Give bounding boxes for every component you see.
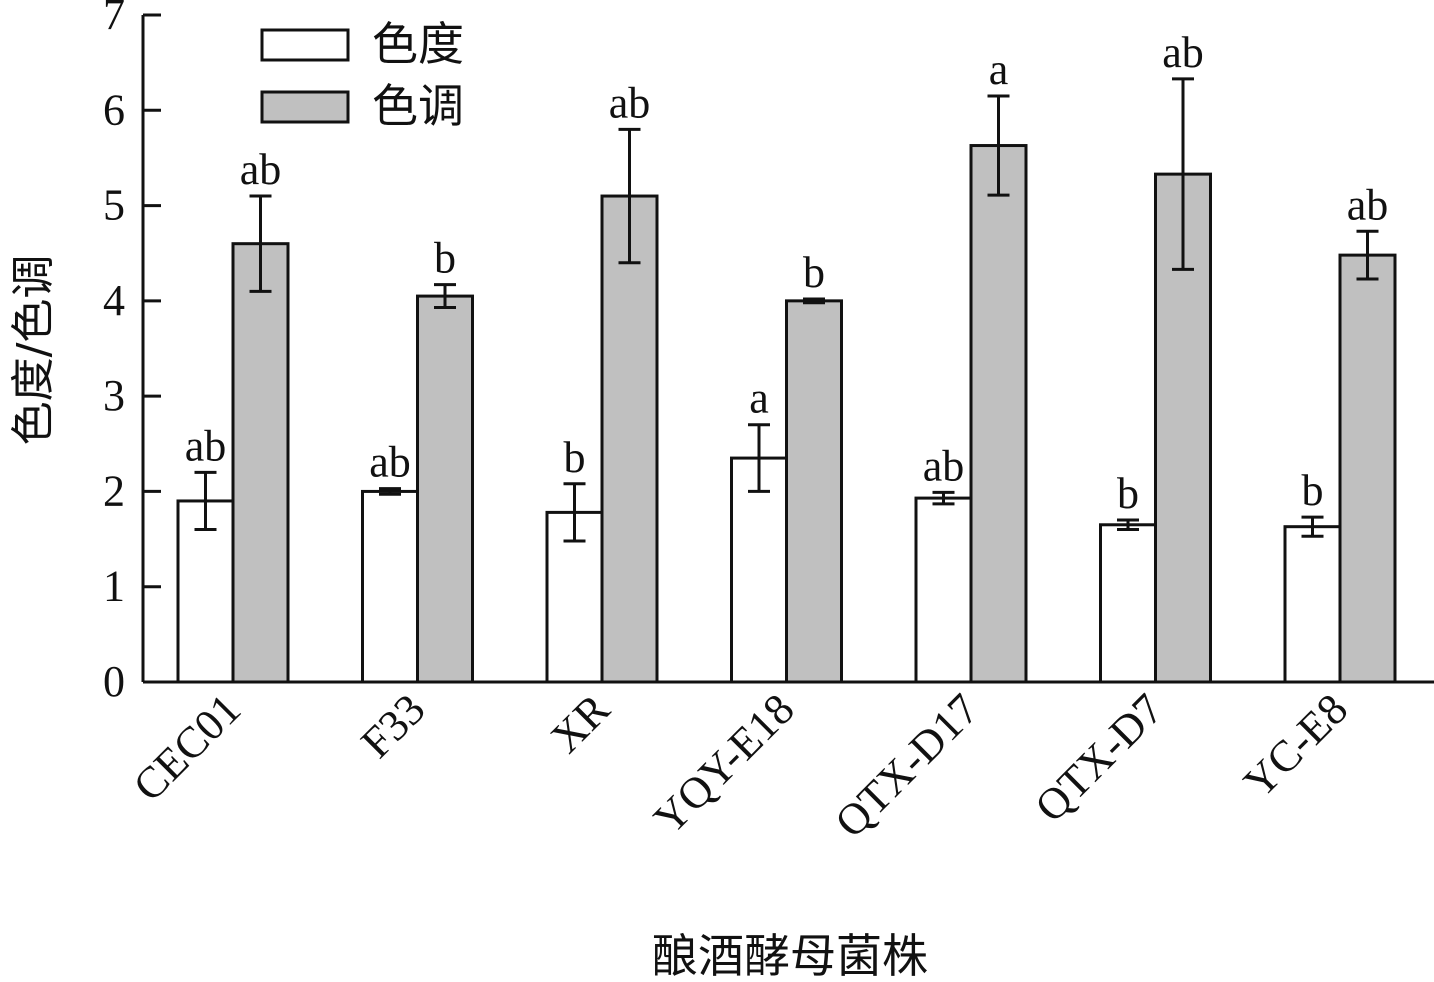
x-tick-label: QTX-D7 (1026, 684, 1173, 831)
significance-label: ab (185, 421, 227, 470)
x-tick-label: F33 (351, 684, 434, 767)
y-tick-label: 4 (103, 276, 125, 325)
legend-swatch (260, 28, 350, 62)
significance-label: ab (923, 441, 965, 490)
x-axis-label: 酿酒酵母菌株 (652, 929, 928, 982)
significance-label: b (803, 248, 825, 297)
bar (176, 499, 235, 684)
significance-label: ab (609, 78, 651, 127)
y-tick-label: 3 (103, 371, 125, 420)
legend-label: 色度 (372, 17, 464, 71)
bar (785, 299, 843, 684)
x-tick-label: CEC01 (124, 684, 250, 810)
x-tick-label: YC-E8 (1234, 684, 1357, 807)
significance-label: a (749, 374, 769, 423)
significance-label: ab (369, 438, 411, 487)
y-tick-label: 0 (103, 657, 125, 706)
y-tick-label: 5 (103, 181, 125, 230)
bar (361, 489, 419, 684)
x-tick-label: XR (541, 684, 619, 762)
significance-label: ab (1162, 28, 1204, 77)
significance-label: b (1117, 469, 1139, 518)
legend-label: 色调 (372, 79, 464, 133)
bar (231, 242, 290, 684)
bar (969, 144, 1028, 684)
y-tick-label: 6 (103, 85, 125, 134)
legend-swatch (260, 90, 350, 124)
significance-label: b (1302, 466, 1324, 515)
x-tick-label: YQY-E18 (644, 684, 803, 843)
bar (1283, 525, 1342, 684)
y-tick-label: 2 (103, 466, 125, 515)
bar (600, 194, 659, 684)
significance-label: ab (1347, 180, 1389, 229)
significance-label: b (434, 234, 456, 283)
bar (914, 496, 973, 684)
y-axis-label: 色度/色调 (8, 255, 59, 446)
bar (416, 294, 474, 684)
significance-label: a (989, 45, 1009, 94)
x-tick-label: QTX-D17 (826, 684, 989, 847)
bar (1099, 523, 1157, 684)
significance-label: b (564, 433, 586, 482)
significance-label: ab (240, 145, 282, 194)
bar (1338, 253, 1397, 684)
y-tick-label: 1 (103, 562, 125, 611)
y-tick-label: 7 (103, 0, 125, 39)
